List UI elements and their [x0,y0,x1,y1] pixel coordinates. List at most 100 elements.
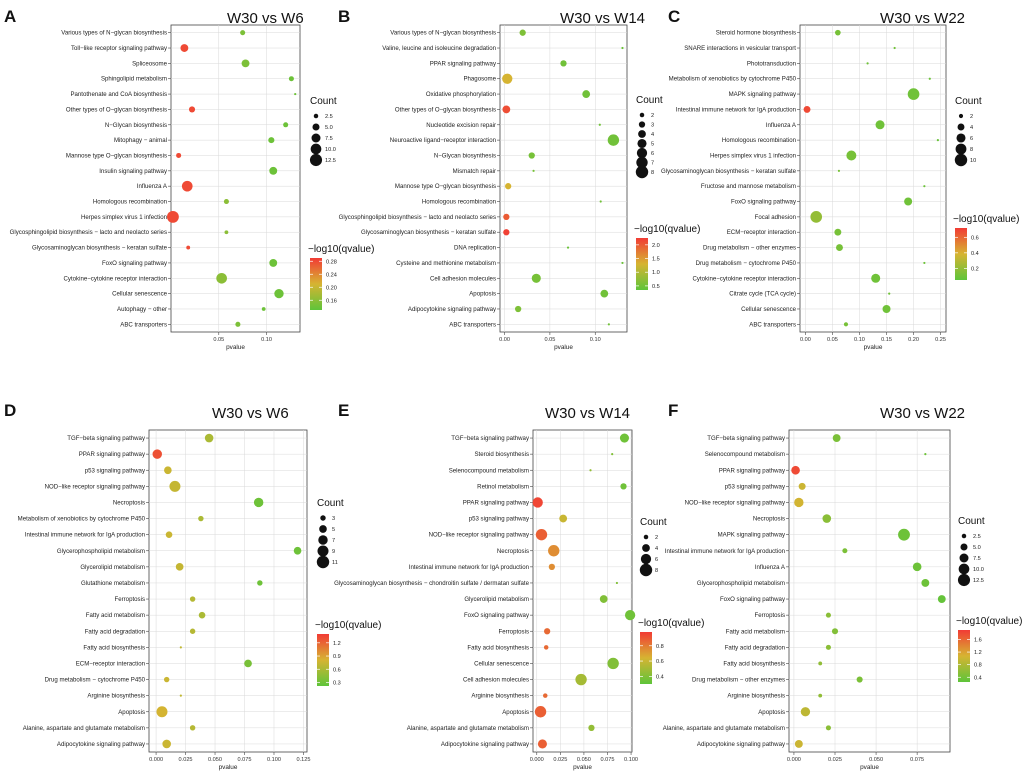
category-label: Glycerolipid metabolism [464,596,529,603]
data-point [186,245,191,250]
x-tick-label: 0.025 [179,757,193,763]
category-label: Intestinal immune network for IgA produc… [676,106,796,113]
category-label: Glycerolipid metabolism [80,564,145,571]
category-label: Steroid biosynthesis [474,451,529,458]
data-point [283,122,289,128]
size-legend-label: 12.5 [325,158,336,164]
data-point [241,59,250,68]
data-point [607,657,619,670]
panel-letter: D [4,401,16,420]
size-legend-dot [957,573,971,587]
x-tick-label: 0.10 [854,337,865,343]
category-label: Selenocompound metabolism [705,451,785,458]
data-point [519,29,526,36]
size-legend-dot [960,543,968,551]
category-label: ABC transporters [449,321,496,328]
x-tick-label: 0.25 [935,337,946,343]
x-tick-label: 0.075 [910,757,924,763]
data-point [936,139,939,142]
x-tick-label: 0.000 [787,757,801,763]
data-point [621,46,624,50]
size-legend-label: 5 [651,142,654,148]
category-label: ABC transporters [749,321,796,328]
category-label: Ferroptosis [755,612,785,619]
data-point [888,292,891,295]
data-point [216,272,227,284]
data-point [834,228,842,236]
data-point [535,528,548,541]
category-label: Fatty acid metabolism [726,628,785,635]
panel-a: A W30 vs W6 0.05 0.10 Various types of N−gly… [4,7,374,351]
data-point [548,545,560,557]
panel-b: B W30 vs W14 0.00 0.05 0.10 Various types of … [338,7,700,351]
category-label: N−Glycan biosynthesis [105,122,167,129]
size-legend-dot [638,121,646,128]
category-label: Glycosaminoglycan biosynthesis − keratan… [661,168,797,175]
x-tick-label: 0.00 [499,337,510,343]
category-label: Fatty acid biosynthesis [467,644,529,651]
color-legend-label: 0.4 [974,675,982,681]
data-point [189,725,196,731]
data-point [825,644,831,650]
category-label: Adipocytokine signaling pathway [697,741,786,748]
category-label: Mitophagy − animal [114,137,167,144]
data-point [836,244,843,252]
data-point [163,676,170,683]
data-point [544,628,551,635]
panel-d: D W30 vs W6 0.000 0.025 0.050 0.075 0.100 0.125… [4,401,381,771]
data-point [198,515,204,522]
data-point [912,562,922,572]
category-label: p53 signaling pathway [469,516,530,523]
category-label: PPAR signaling pathway [719,467,786,474]
category-label: TGF−beta signaling pathway [707,435,786,442]
size-legend-title: Count [317,498,344,509]
data-point [842,548,848,554]
data-point [822,514,832,523]
category-label: Necroptosis [113,499,145,506]
color-legend-title: −log10(qvalue) [315,620,381,631]
data-point [818,661,823,666]
category-label: Mannose type O−glycan biosynthesis [66,152,167,159]
category-label: Herpes simplex virus 1 infection [81,214,167,221]
data-point [261,307,266,311]
data-point [181,180,193,192]
data-point [794,497,804,508]
x-tick-label: 0.00 [800,337,811,343]
data-point [532,169,535,172]
x-tick-label: 0.05 [213,337,224,343]
category-label: Glycosaminoglycan biosynthesis − keratan… [32,245,168,252]
x-tick-label: 0.05 [827,337,838,343]
category-label: Glutathione metabolism [81,580,145,587]
data-point [923,261,926,265]
data-point [543,645,549,650]
color-legend-label: 0.28 [326,259,337,265]
size-legend-dot [643,534,649,540]
data-point [189,628,196,634]
x-axis-title: pvalue [573,764,592,771]
data-point [798,482,806,490]
color-legend-title: −log10(qvalue) [953,214,1019,225]
data-point [240,30,246,36]
category-label: Apoptosis [502,709,529,716]
x-axis-title: pvalue [219,764,238,771]
x-tick-label: 0.025 [828,757,842,763]
data-point [599,595,608,603]
size-legend-dot [636,156,648,169]
size-legend-label: 7.5 [973,556,981,562]
data-point [589,469,592,472]
data-point [898,528,910,541]
category-label: Toll−like receptor signaling pathway [71,45,168,52]
data-point [166,210,179,223]
size-legend-title: Count [310,96,337,107]
category-label: Drug metabolism − other enzymes [692,677,785,684]
category-label: ECM−receptor interaction [727,229,796,236]
category-label: Fatty acid biosynthesis [83,644,145,651]
x-tick-label: 0.125 [296,757,310,763]
category-label: Alanine, aspartate and glutamate metabol… [407,725,529,732]
data-point [235,321,241,327]
color-legend-label: 1.0 [652,270,660,276]
color-legend-bar [640,632,652,684]
category-label: Apoptosis [758,709,785,716]
size-legend-label: 10.0 [325,147,336,153]
category-label: Adipocytokine signaling pathway [441,741,530,748]
